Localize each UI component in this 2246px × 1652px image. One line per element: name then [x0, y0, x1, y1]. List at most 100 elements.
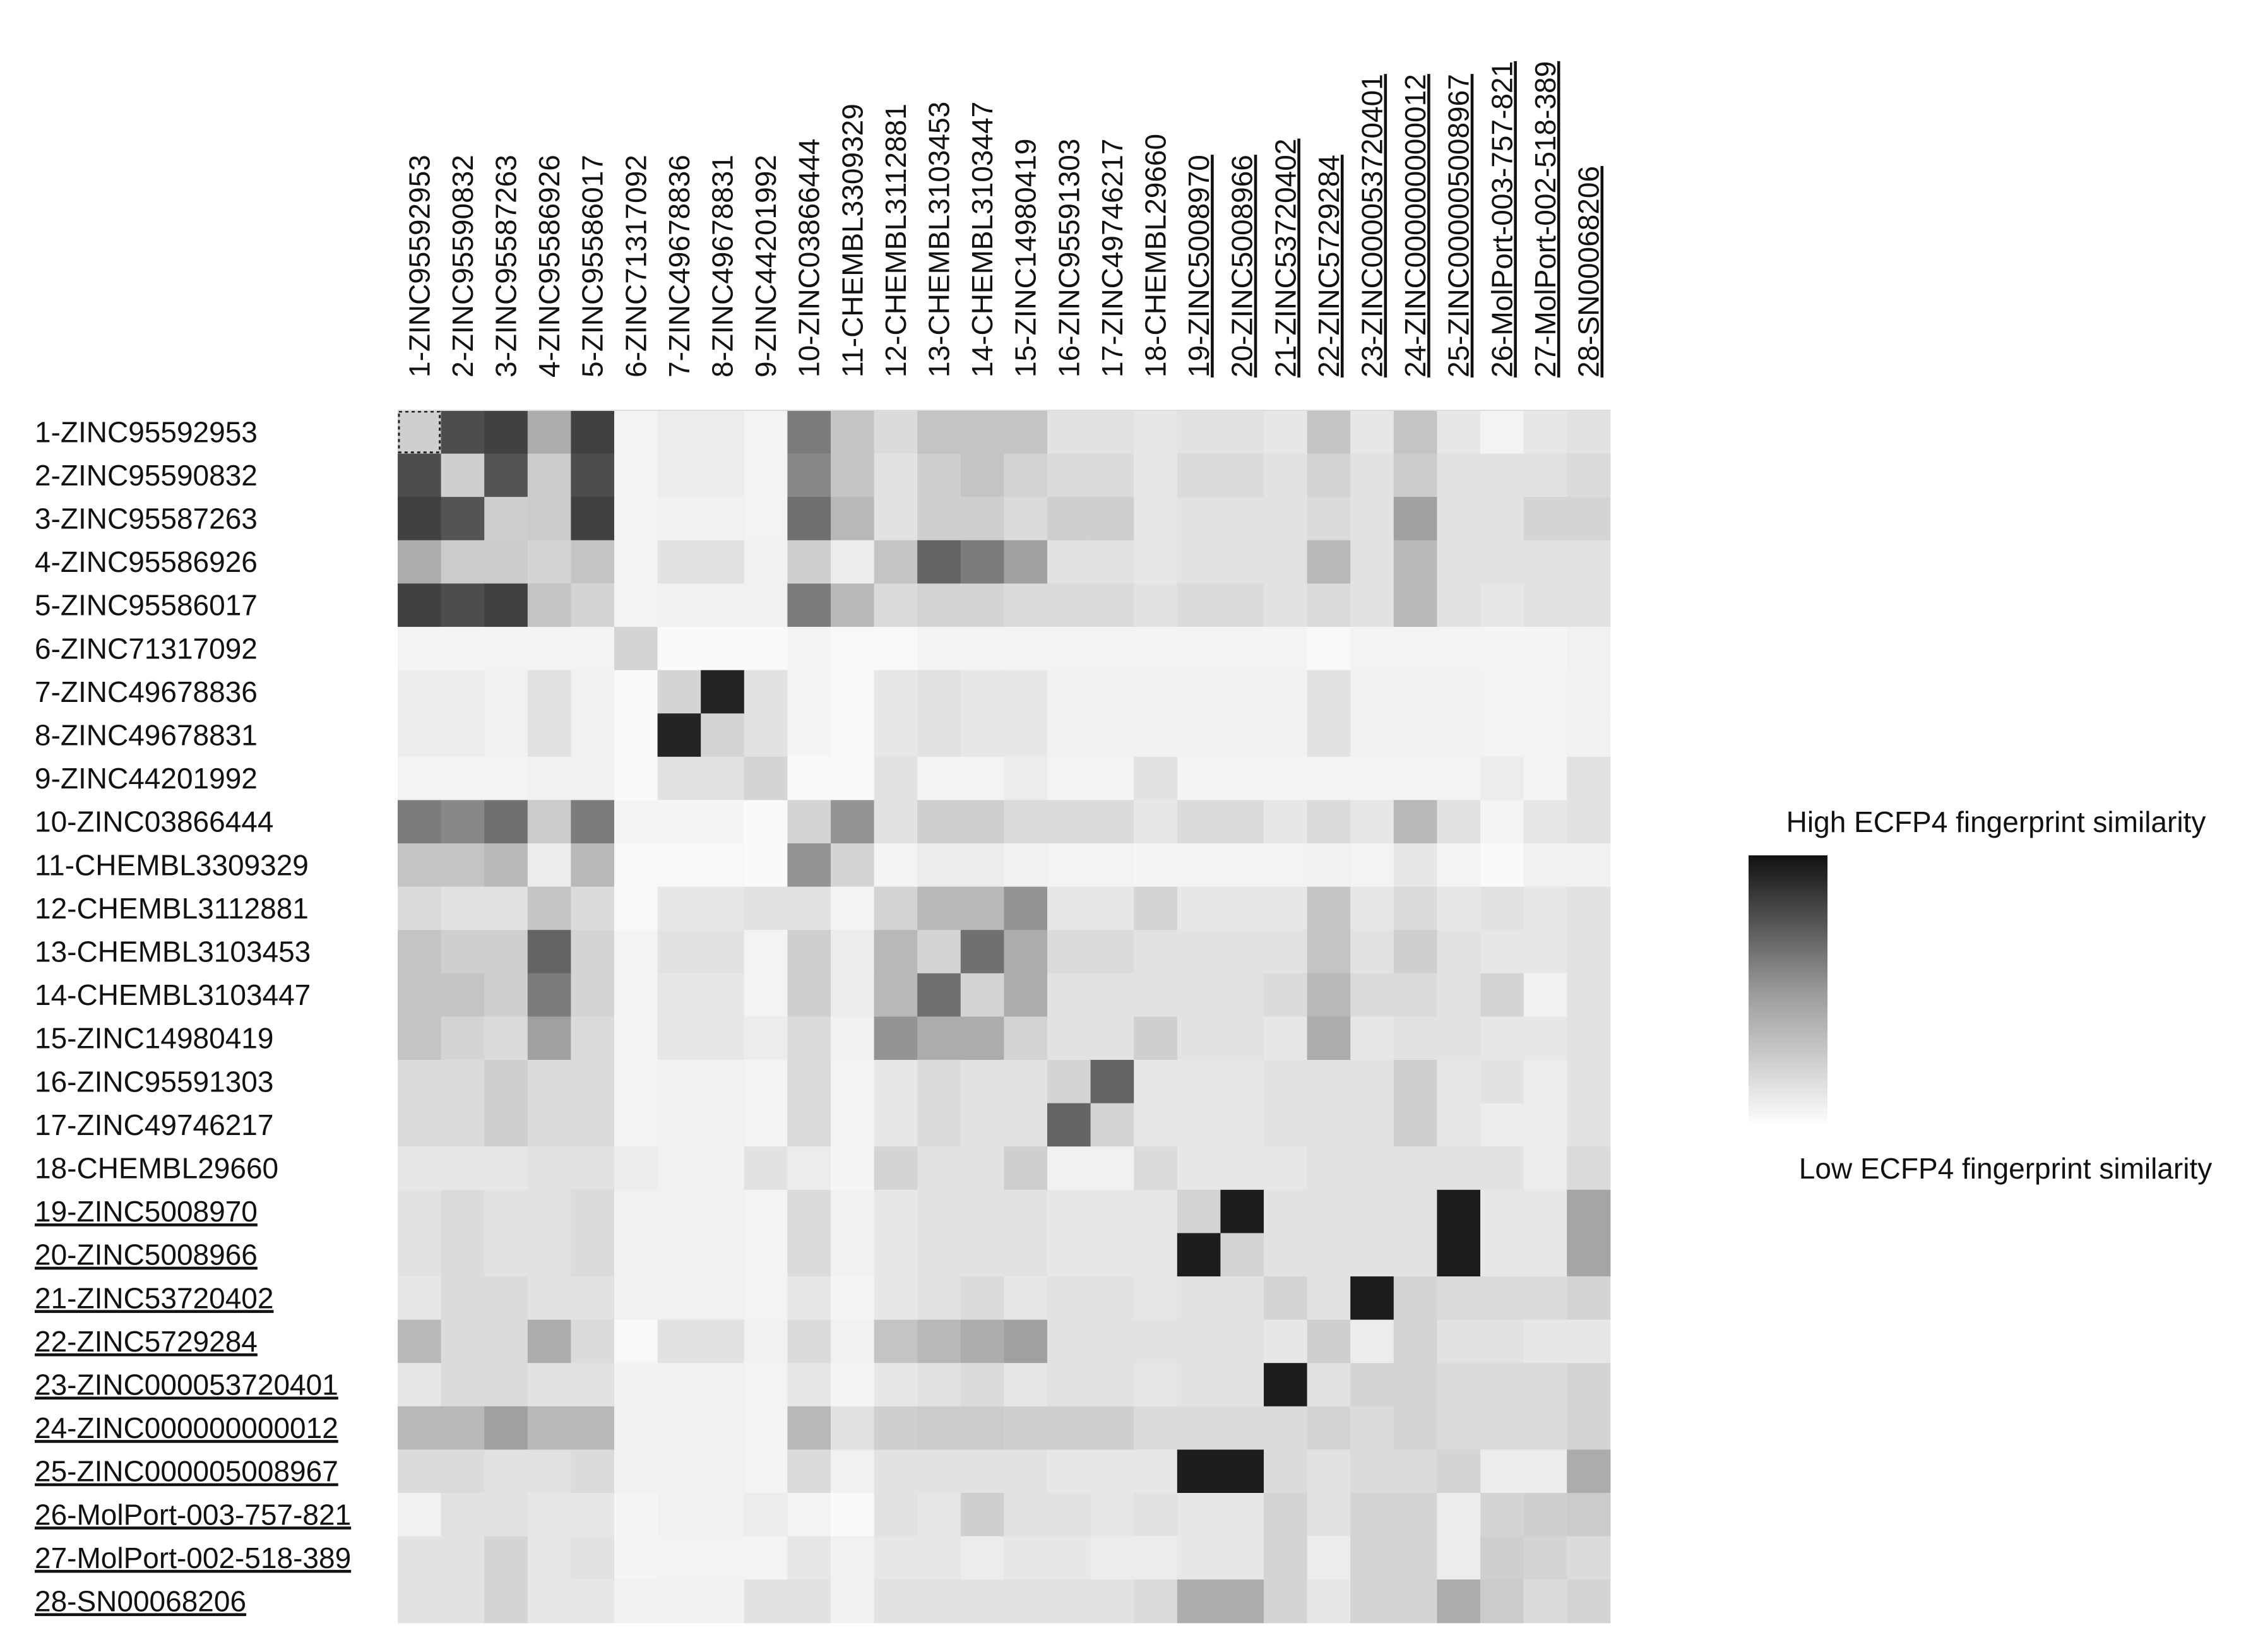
heatmap-cell-r17-c28: [1567, 1103, 1611, 1147]
heatmap-cell-r21-c7: [657, 1276, 701, 1321]
heatmap-cell-r8-c16: [1047, 713, 1091, 758]
heatmap-cell-r12-c2: [441, 886, 485, 930]
heatmap-cell-r21-c5: [571, 1276, 615, 1321]
heatmap-cell-r22-c24: [1393, 1319, 1437, 1364]
heatmap-cell-r6-c8: [701, 627, 745, 671]
heatmap-cell-r11-c2: [441, 843, 485, 888]
heatmap-cell-r3-c8: [701, 497, 745, 541]
heatmap-cell-r21-c23: [1350, 1276, 1394, 1321]
heatmap-cell-r25-c7: [657, 1449, 701, 1494]
heatmap-cell-r11-c1: [398, 843, 442, 888]
heatmap-cell-r20-c25: [1437, 1233, 1481, 1277]
heatmap-cell-r25-c19: [1177, 1449, 1221, 1494]
heatmap-cell-r23-c7: [657, 1363, 701, 1407]
heatmap-cell-r23-c14: [960, 1363, 1004, 1407]
heatmap-cell-r18-c7: [657, 1146, 701, 1191]
heatmap-cell-r19-c5: [571, 1189, 615, 1233]
heatmap-cell-r1-c16: [1047, 410, 1091, 455]
heatmap-cell-r16-c9: [744, 1060, 788, 1104]
heatmap-cell-r21-c4: [527, 1276, 571, 1321]
heatmap-cell-r2-c16: [1047, 453, 1091, 497]
heatmap-cell-r15-c23: [1350, 1016, 1394, 1061]
heatmap-cell-r11-c17: [1090, 843, 1134, 888]
heatmap-cell-r15-c15: [1004, 1016, 1048, 1061]
heatmap-cell-r27-c14: [960, 1536, 1004, 1580]
heatmap-cell-r22-c25: [1437, 1319, 1481, 1364]
heatmap-cell-r24-c17: [1090, 1406, 1134, 1450]
heatmap-cell-r14-c19: [1177, 973, 1221, 1017]
heatmap-cell-r16-c25: [1437, 1060, 1481, 1104]
heatmap-cell-r6-c14: [960, 627, 1004, 671]
heatmap-cell-r11-c28: [1567, 843, 1611, 888]
heatmap-cell-r16-c2: [441, 1060, 485, 1104]
heatmap-cell-r5-c25: [1437, 583, 1481, 627]
heatmap-cell-r25-c15: [1004, 1449, 1048, 1494]
column-labels: 1-ZINC95592953 2-ZINC95590832 3-ZINC955872…: [403, 61, 1605, 377]
heatmap-cell-r11-c8: [701, 843, 745, 888]
heatmap-cell-r25-c11: [831, 1449, 875, 1494]
heatmap-cell-r6-c28: [1567, 627, 1611, 671]
heatmap-cell-r11-c22: [1307, 843, 1351, 888]
row-label-28: 28-SN00068206: [35, 1585, 246, 1618]
heatmap-cell-r9-c14: [960, 756, 1004, 800]
heatmap-cells: [398, 410, 1611, 1624]
heatmap-cell-r13-c25: [1437, 930, 1481, 974]
heatmap-cell-r9-c12: [874, 756, 918, 800]
column-label-16: 16-ZINC95591303: [1052, 139, 1085, 377]
heatmap-cell-r26-c4: [527, 1493, 571, 1537]
heatmap-cell-r22-c5: [571, 1319, 615, 1364]
heatmap-cell-r2-c24: [1393, 453, 1437, 497]
heatmap-cell-r18-c17: [1090, 1146, 1134, 1191]
heatmap-cell-r23-c19: [1177, 1363, 1221, 1407]
heatmap-cell-r20-c2: [441, 1233, 485, 1277]
heatmap-cell-r17-c15: [1004, 1103, 1048, 1147]
heatmap-cell-r2-c15: [1004, 453, 1048, 497]
heatmap-cell-r25-c26: [1480, 1449, 1524, 1494]
heatmap-cell-r25-c17: [1090, 1449, 1134, 1494]
heatmap-cell-r15-c9: [744, 1016, 788, 1061]
heatmap-cell-r21-c10: [787, 1276, 831, 1321]
heatmap-cell-r20-c20: [1220, 1233, 1264, 1277]
heatmap-cell-r18-c23: [1350, 1146, 1394, 1191]
heatmap-cell-r22-c28: [1567, 1319, 1611, 1364]
heatmap-cell-r10-c1: [398, 800, 442, 844]
heatmap-cell-r15-c3: [484, 1016, 528, 1061]
heatmap-cell-r13-c14: [960, 930, 1004, 974]
heatmap-cell-r25-c8: [701, 1449, 745, 1494]
heatmap-cell-r11-c16: [1047, 843, 1091, 888]
heatmap-cell-r3-c1: [398, 497, 442, 541]
heatmap-cell-r9-c20: [1220, 756, 1264, 800]
heatmap-cell-r5-c1: [398, 583, 442, 627]
column-label-26: 26-MolPort-003-757-821: [1485, 61, 1518, 377]
heatmap-cell-r10-c15: [1004, 800, 1048, 844]
heatmap-cell-r28-c12: [874, 1579, 918, 1624]
column-label-21: 21-ZINC53720402: [1269, 139, 1302, 377]
row-label-10: 10-ZINC03866444: [35, 805, 273, 838]
heatmap-cell-r4-c3: [484, 540, 528, 584]
heatmap-cell-r22-c8: [701, 1319, 745, 1364]
heatmap-cell-r22-c17: [1090, 1319, 1134, 1364]
heatmap-cell-r9-c24: [1393, 756, 1437, 800]
heatmap-cell-r4-c1: [398, 540, 442, 584]
heatmap-cell-r9-c28: [1567, 756, 1611, 800]
heatmap-cell-r14-c26: [1480, 973, 1524, 1017]
heatmap-cell-r17-c25: [1437, 1103, 1481, 1147]
heatmap-cell-r26-c10: [787, 1493, 831, 1537]
heatmap-cell-r1-c3: [484, 410, 528, 455]
heatmap-cell-r12-c22: [1307, 886, 1351, 930]
heatmap-cell-r28-c7: [657, 1579, 701, 1624]
heatmap-cell-r20-c12: [874, 1233, 918, 1277]
heatmap-cell-r9-c23: [1350, 756, 1394, 800]
heatmap-cell-r20-c17: [1090, 1233, 1134, 1277]
heatmap-cell-r11-c14: [960, 843, 1004, 888]
column-label-12: 12-CHEMBL3112881: [879, 104, 912, 377]
heatmap-cell-r3-c6: [614, 497, 658, 541]
heatmap-cell-r27-c13: [917, 1536, 961, 1580]
heatmap-cell-r26-c26: [1480, 1493, 1524, 1537]
heatmap-cell-r14-c24: [1393, 973, 1437, 1017]
heatmap-cell-r23-c13: [917, 1363, 961, 1407]
heatmap-cell-r6-c12: [874, 627, 918, 671]
heatmap-cell-r24-c26: [1480, 1406, 1524, 1450]
heatmap-cell-r9-c10: [787, 756, 831, 800]
heatmap-cell-r8-c9: [744, 713, 788, 758]
